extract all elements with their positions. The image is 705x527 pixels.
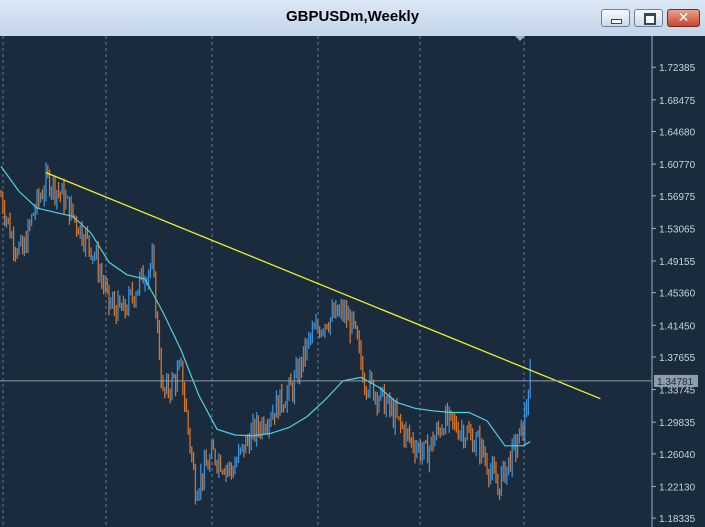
y-tick-label: 1.45360 (659, 289, 696, 300)
close-icon: ✕ (677, 10, 690, 26)
minimize-icon (602, 10, 629, 26)
y-tick-label: 1.37655 (659, 353, 696, 364)
y-tick-label: 1.72385 (659, 63, 696, 74)
maximize-button[interactable] (634, 9, 663, 27)
maximize-icon (635, 10, 662, 26)
current-price-box (654, 374, 698, 387)
chart-shift-marker[interactable] (515, 36, 525, 41)
y-tick-label: 1.68475 (659, 96, 696, 107)
y-tick-label: 1.29835 (659, 418, 696, 429)
y-tick-label: 1.60770 (659, 160, 696, 171)
y-tick-label: 1.53065 (659, 224, 696, 235)
moving-average-line (0, 166, 531, 447)
y-tick-label: 1.18335 (659, 514, 696, 525)
y-tick-label: 1.33745 (659, 386, 696, 397)
y-tick-label: 1.22130 (659, 482, 696, 493)
chart-background (0, 36, 705, 527)
y-tick-label: 1.49155 (659, 257, 696, 268)
y-tick-label: 1.56975 (659, 192, 696, 203)
title-bar[interactable]: GBPUSDm,Weekly ✕ (0, 0, 705, 37)
window-title: GBPUSDm,Weekly (285, 8, 420, 25)
y-tick-label: 1.41450 (659, 321, 696, 332)
price-chart[interactable]: 1.72385 1.68475 1.64680 1.60770 1.56975 1.530… (0, 36, 705, 527)
close-button[interactable]: ✕ (667, 9, 700, 27)
minimize-button[interactable] (601, 9, 630, 27)
current-price-label: 1.34781 (657, 377, 694, 388)
y-tick-label: 1.26040 (659, 450, 696, 461)
trendline[interactable] (45, 172, 601, 400)
y-tick-label: 1.64680 (659, 127, 696, 138)
